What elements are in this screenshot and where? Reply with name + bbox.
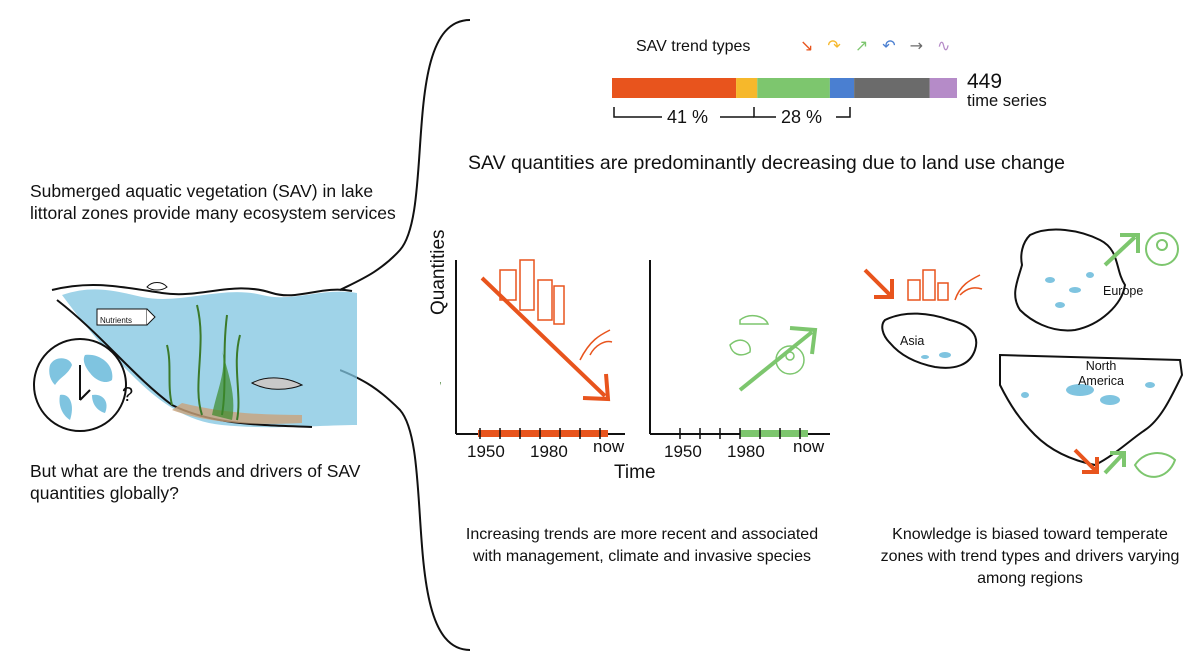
map-label-north-america: North America bbox=[1078, 359, 1124, 388]
globe-icon bbox=[33, 338, 127, 432]
tick-1950-left: 1950 bbox=[467, 442, 505, 461]
increase-text: Increasing trends are more recent and as… bbox=[465, 526, 819, 565]
time-series-count: 449 bbox=[967, 70, 1003, 93]
legend-title: SAV trend types bbox=[636, 38, 751, 55]
x-axis-label: Time bbox=[614, 462, 656, 483]
bias-text: Knowledge is biased toward temperate zon… bbox=[880, 526, 1180, 587]
bar-segment-4 bbox=[854, 78, 930, 98]
pct-decreasing: 41 % bbox=[667, 107, 709, 127]
tick-now-right: now bbox=[793, 437, 825, 456]
nutrients-label: Nutrients bbox=[100, 316, 133, 325]
region-maps bbox=[863, 228, 1184, 478]
tick-1950-right: 1950 bbox=[664, 442, 702, 461]
trend-ushape-icon: ↶ bbox=[882, 36, 896, 55]
trend-fluctuating-icon: ∿ bbox=[937, 36, 951, 55]
lake-illustration bbox=[51, 282, 357, 428]
bar-segment-3 bbox=[829, 78, 855, 98]
intro-text: Submerged aquatic vegetation (SAV) in la… bbox=[30, 181, 396, 223]
time-series-label: time series bbox=[967, 92, 1047, 110]
map-label-europe: Europe bbox=[1103, 284, 1144, 298]
pct-increasing: 28 % bbox=[781, 107, 823, 127]
tick-1980-left: 1980 bbox=[530, 442, 568, 461]
bar-segment-2 bbox=[757, 78, 830, 98]
trend-plots bbox=[440, 259, 830, 439]
tick-1980-right: 1980 bbox=[727, 442, 765, 461]
trend-decreasing-icon: ↘ bbox=[800, 36, 814, 55]
percent-brackets bbox=[613, 107, 851, 118]
bar-segment-1 bbox=[736, 78, 758, 98]
map-label-asia: Asia bbox=[900, 334, 925, 348]
bar-segment-5 bbox=[929, 78, 957, 98]
tick-now-left: now bbox=[593, 437, 625, 456]
brace bbox=[340, 19, 471, 651]
y-axis-label: Quantities bbox=[428, 229, 449, 315]
trend-bar bbox=[612, 78, 957, 98]
legend-arrows: ↘ ↷ ↗ ↶ → ∿ bbox=[800, 36, 950, 55]
question-text: But what are the trends and drivers of S… bbox=[30, 461, 361, 503]
trend-hump-icon: ↷ bbox=[827, 36, 841, 55]
trend-stable-icon: → bbox=[909, 36, 924, 55]
bar-segment-0 bbox=[612, 78, 737, 98]
headline: SAV quantities are predominantly decreas… bbox=[468, 152, 1065, 174]
trend-increasing-icon: ↗ bbox=[854, 36, 869, 55]
question-mark: ? bbox=[122, 384, 134, 406]
